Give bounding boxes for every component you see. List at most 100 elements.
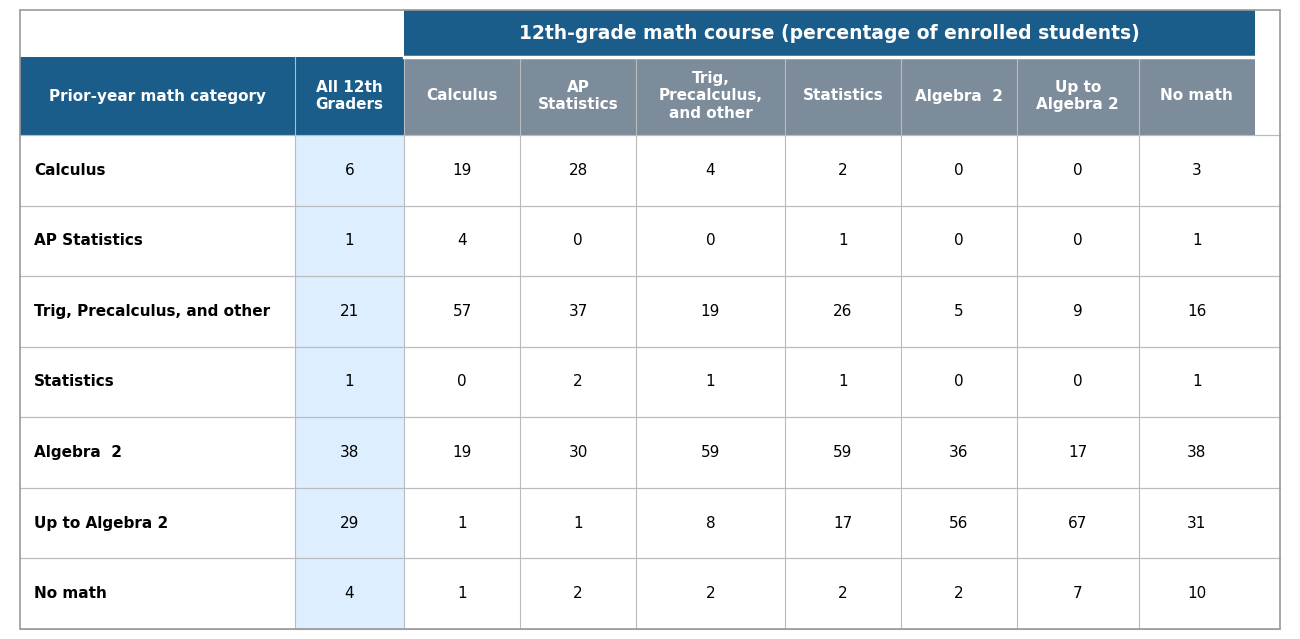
Bar (520, 276, 636, 347)
Text: 19: 19 (452, 163, 472, 178)
Bar (1017, 417, 1139, 488)
Bar (636, 417, 785, 488)
Text: 17: 17 (1069, 445, 1087, 460)
Text: 1: 1 (458, 586, 467, 601)
Bar (20, 206, 295, 276)
Bar (901, 347, 1017, 417)
Text: Trig,
Precalculus,
and other: Trig, Precalculus, and other (659, 71, 763, 121)
Text: 59: 59 (701, 445, 720, 460)
Text: 3: 3 (1192, 163, 1201, 178)
Text: Up to Algebra 2: Up to Algebra 2 (34, 516, 168, 530)
Bar (1017, 276, 1139, 347)
Text: 1: 1 (1192, 374, 1201, 390)
Bar (1017, 558, 1139, 629)
Bar (901, 558, 1017, 629)
Text: 4: 4 (706, 163, 715, 178)
Bar (404, 135, 520, 206)
Bar (901, 488, 1017, 558)
Text: 2: 2 (573, 374, 582, 390)
Bar (404, 558, 520, 629)
Text: Prior-year math category: Prior-year math category (49, 88, 265, 104)
Text: 21: 21 (339, 304, 359, 319)
Text: 0: 0 (1072, 163, 1083, 178)
Bar (295, 347, 404, 417)
Bar (901, 135, 1017, 206)
Bar (636, 276, 785, 347)
Bar (20, 347, 295, 417)
Text: No math: No math (1161, 88, 1234, 104)
Text: 0: 0 (706, 233, 715, 249)
Bar (901, 417, 1017, 488)
Bar (1139, 206, 1254, 276)
Bar (901, 276, 1017, 347)
Bar (1017, 135, 1139, 206)
Text: 30: 30 (568, 445, 588, 460)
Bar (785, 135, 901, 206)
Bar (520, 347, 636, 417)
Text: 8: 8 (706, 516, 715, 530)
Bar (1139, 276, 1254, 347)
Bar (1017, 57, 1139, 135)
Text: 7: 7 (1072, 586, 1083, 601)
Text: 0: 0 (458, 374, 467, 390)
Bar (20, 417, 295, 488)
Text: AP Statistics: AP Statistics (34, 233, 143, 249)
Text: 0: 0 (954, 374, 963, 390)
Bar (636, 135, 785, 206)
Bar (295, 488, 404, 558)
Text: 29: 29 (339, 516, 359, 530)
Bar (520, 57, 636, 135)
Text: 1: 1 (344, 233, 355, 249)
Bar (20, 135, 295, 206)
Bar (295, 135, 404, 206)
Text: 2: 2 (954, 586, 963, 601)
Bar (1139, 558, 1254, 629)
Text: 12th-grade math course (percentage of enrolled students): 12th-grade math course (percentage of en… (519, 24, 1140, 43)
Bar (404, 57, 520, 135)
Text: 31: 31 (1187, 516, 1206, 530)
Bar (1139, 347, 1254, 417)
Bar (20, 57, 295, 135)
Text: 4: 4 (458, 233, 467, 249)
Text: 19: 19 (701, 304, 720, 319)
Text: 56: 56 (949, 516, 968, 530)
Bar (785, 206, 901, 276)
Text: 19: 19 (452, 445, 472, 460)
Bar (785, 57, 901, 135)
Text: 0: 0 (1072, 233, 1083, 249)
Bar (520, 206, 636, 276)
Bar (1017, 347, 1139, 417)
Text: No math: No math (34, 586, 107, 601)
Text: Statistics: Statistics (802, 88, 883, 104)
Bar (636, 347, 785, 417)
Text: 26: 26 (833, 304, 853, 319)
Text: 28: 28 (568, 163, 588, 178)
Text: 5: 5 (954, 304, 963, 319)
Bar (520, 558, 636, 629)
Text: 57: 57 (452, 304, 472, 319)
Text: AP
Statistics: AP Statistics (538, 80, 619, 112)
Bar (520, 135, 636, 206)
Text: 1: 1 (838, 374, 848, 390)
Text: 1: 1 (458, 516, 467, 530)
Bar (636, 558, 785, 629)
Bar (901, 57, 1017, 135)
Text: Algebra  2: Algebra 2 (34, 445, 122, 460)
Text: 2: 2 (573, 586, 582, 601)
Bar (295, 276, 404, 347)
Text: 2: 2 (838, 586, 848, 601)
Bar (295, 57, 404, 135)
Bar (785, 347, 901, 417)
Bar (1139, 417, 1254, 488)
Bar (404, 276, 520, 347)
Text: 38: 38 (339, 445, 359, 460)
Bar (1139, 488, 1254, 558)
Bar (295, 417, 404, 488)
Bar (404, 347, 520, 417)
Text: Trig, Precalculus, and other: Trig, Precalculus, and other (34, 304, 270, 319)
Bar (1139, 57, 1254, 135)
Bar (1017, 488, 1139, 558)
Text: 0: 0 (954, 233, 963, 249)
Text: 0: 0 (573, 233, 582, 249)
Bar (785, 276, 901, 347)
